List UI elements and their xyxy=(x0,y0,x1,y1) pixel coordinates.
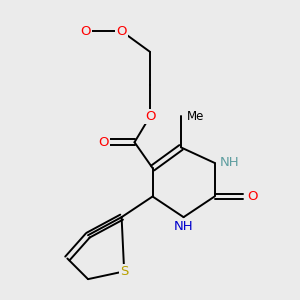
Text: O: O xyxy=(145,110,155,123)
Text: NH: NH xyxy=(220,156,239,170)
Text: O: O xyxy=(116,25,127,38)
Text: S: S xyxy=(120,265,128,278)
Text: O: O xyxy=(247,190,258,203)
Text: O: O xyxy=(80,25,91,38)
Text: NH: NH xyxy=(174,220,194,233)
Text: Me: Me xyxy=(187,110,205,123)
Text: O: O xyxy=(98,136,109,149)
